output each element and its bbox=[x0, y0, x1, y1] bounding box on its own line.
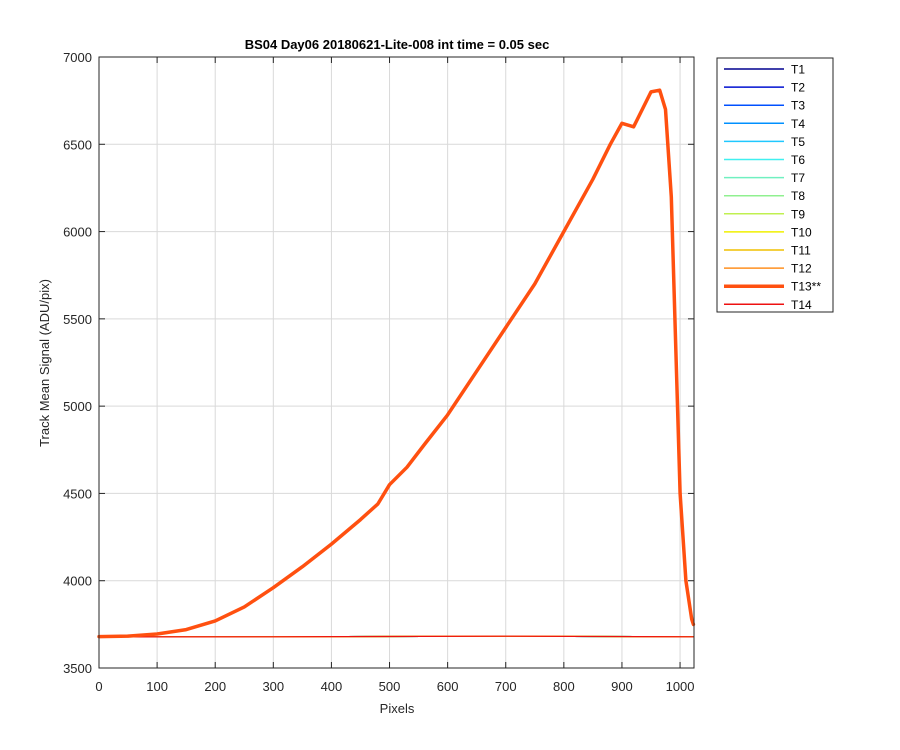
legend-label: T11 bbox=[791, 244, 811, 258]
y-tick-label: 7000 bbox=[63, 50, 92, 65]
x-tick-label: 900 bbox=[611, 679, 633, 694]
legend-label: T5 bbox=[791, 135, 805, 149]
y-tick-label: 4000 bbox=[63, 574, 92, 589]
y-tick-label: 5500 bbox=[63, 312, 92, 327]
axes-box bbox=[98, 56, 695, 669]
x-tick-label: 1000 bbox=[666, 679, 695, 694]
y-tick-label: 6000 bbox=[63, 225, 92, 240]
legend-label: T9 bbox=[791, 207, 805, 221]
chart-title: BS04 Day06 20180621-Lite-008 int time = … bbox=[245, 37, 550, 52]
x-tick-label: 400 bbox=[321, 679, 343, 694]
y-tick-label: 4500 bbox=[63, 486, 92, 501]
legend-box bbox=[716, 57, 834, 313]
x-tick-label: 200 bbox=[204, 679, 226, 694]
legend-label: T6 bbox=[791, 153, 805, 167]
x-tick-label: 500 bbox=[379, 679, 401, 694]
legend-label: T2 bbox=[791, 81, 805, 95]
x-tick-label: 700 bbox=[495, 679, 517, 694]
grid-layer bbox=[99, 57, 694, 668]
legend-label: T4 bbox=[791, 117, 805, 131]
series-line-t13 bbox=[97, 88, 696, 639]
legend-label: T1 bbox=[791, 63, 805, 77]
y-axis-label: Track Mean Signal (ADU/pix) bbox=[37, 279, 52, 447]
legend-label: T13** bbox=[791, 280, 821, 294]
x-tick-label: 800 bbox=[553, 679, 575, 694]
y-tick-label: 5000 bbox=[63, 399, 92, 414]
x-tick-label: 100 bbox=[146, 679, 168, 694]
y-tick-label: 3500 bbox=[63, 661, 92, 676]
x-axis-label: Pixels bbox=[380, 701, 415, 716]
legend-label: T8 bbox=[791, 189, 805, 203]
x-tick-label: 600 bbox=[437, 679, 459, 694]
legend-label: T10 bbox=[791, 225, 812, 239]
legend-label: T7 bbox=[791, 171, 805, 185]
legend-label: T12 bbox=[791, 262, 812, 276]
x-tick-label: 300 bbox=[262, 679, 284, 694]
y-tick-label: 6500 bbox=[63, 137, 92, 152]
series-layer bbox=[97, 88, 696, 639]
series-line-t14 bbox=[98, 635, 695, 638]
tick-layer: 0 100 200 300 400 500 600 700 800 900 1000 3500 4000… bbox=[63, 50, 694, 694]
legend-label: T14 bbox=[791, 298, 812, 312]
legend-label: T3 bbox=[791, 99, 805, 113]
x-tick-label: 0 bbox=[95, 679, 102, 694]
legend: T1 T2 T3 T4 T5 T6 T7 T8 T9 T10 T11 T12 T13** T14 bbox=[716, 57, 834, 313]
